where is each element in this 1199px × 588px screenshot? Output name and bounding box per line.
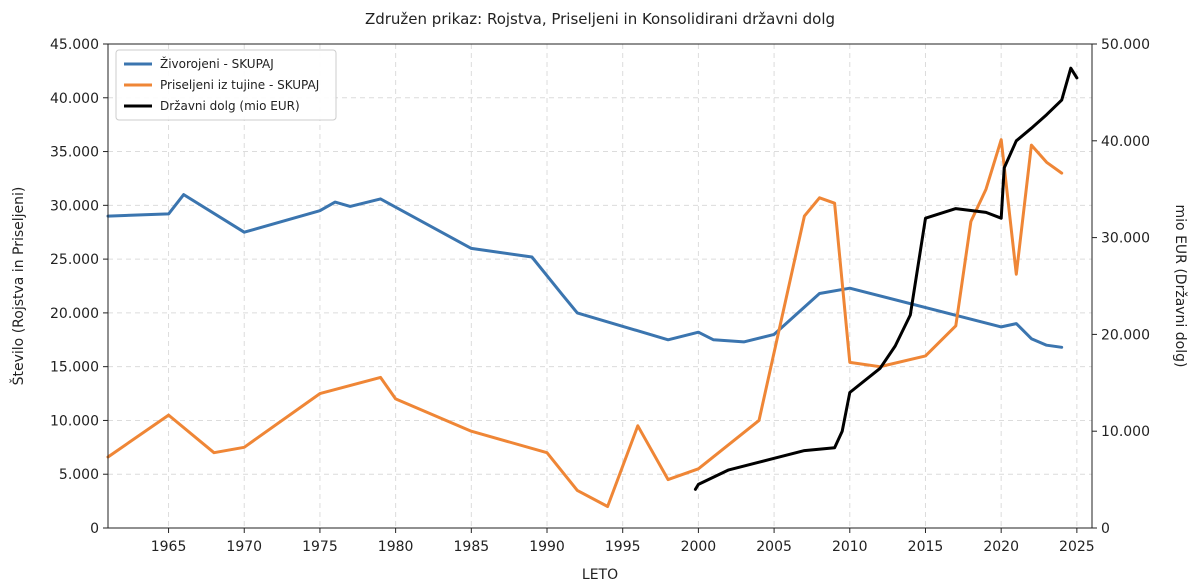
x-tick-label: 1980	[378, 539, 414, 555]
y-left-tick-label: 25.000	[50, 252, 99, 268]
y-left-tick-label: 40.000	[50, 91, 99, 107]
x-tick-label: 2020	[983, 539, 1019, 555]
series-line-1	[106, 193, 1064, 349]
y-left-tick-label: 45.000	[50, 37, 99, 53]
y-right-tick-label: 50.000	[1101, 37, 1150, 53]
x-tick-label: 1965	[151, 539, 187, 555]
plot-frame	[107, 43, 1093, 529]
x-tick-label: 2025	[1059, 539, 1095, 555]
series-line-2	[106, 138, 1064, 508]
x-tick-label: 2000	[681, 539, 717, 555]
y-right-tick-label: 20.000	[1101, 327, 1150, 343]
y-right-tick-label: 30.000	[1101, 231, 1150, 247]
y-right-axis-ticks: 0 10.000 20.000 30.000 40.000 50.000	[1092, 37, 1150, 537]
x-tick-label: 1995	[605, 539, 641, 555]
y-right-axis-label: mio EUR (Državni dolg)	[1172, 205, 1188, 368]
x-tick-label: 2005	[756, 539, 792, 555]
x-tick-label: 1970	[226, 539, 262, 555]
y-left-tick-label: 20.000	[50, 306, 99, 322]
y-left-tick-label: 10.000	[50, 413, 99, 429]
series-lines	[106, 66, 1079, 508]
y-left-axis-label: Število (Rojstva in Priseljeni)	[9, 187, 27, 386]
y-left-tick-label: 5.000	[59, 467, 99, 483]
y-right-tick-label: 40.000	[1101, 134, 1150, 150]
x-tick-label: 1985	[454, 539, 490, 555]
x-tick-label: 2015	[908, 539, 944, 555]
legend-label: Državni dolg (mio EUR)	[160, 99, 300, 113]
y-left-tick-label: 35.000	[50, 145, 99, 161]
x-tick-label: 1990	[529, 539, 565, 555]
series-line-3	[693, 66, 1079, 491]
x-axis-label: LETO	[582, 567, 618, 583]
chart-title: Združen prikaz: Rojstva, Priseljeni in K…	[365, 10, 835, 28]
legend-box	[115, 49, 337, 121]
y-right-tick-label: 0	[1101, 521, 1110, 537]
legend-label: Živorojeni - SKUPAJ	[160, 56, 274, 71]
legend-label: Priseljeni iz tujine - SKUPAJ	[160, 78, 319, 92]
x-tick-label: 1975	[302, 539, 338, 555]
x-axis-ticks: 1965 1970 1975 1980 1985 1990 1995 2000 2005 2010…	[151, 528, 1095, 555]
y-left-tick-label: 15.000	[50, 360, 99, 376]
y-left-axis-ticks: 0 5.000 10.000 15.000 20.000 25.000 30.000 35.0…	[50, 37, 108, 537]
y-left-tick-label: 30.000	[50, 198, 99, 214]
y-left-tick-label: 0	[90, 521, 99, 537]
y-right-tick-label: 10.000	[1101, 424, 1150, 440]
x-tick-label: 2010	[832, 539, 868, 555]
legend: Živorojeni - SKUPAJ Priseljeni iz tujine …	[115, 49, 337, 121]
